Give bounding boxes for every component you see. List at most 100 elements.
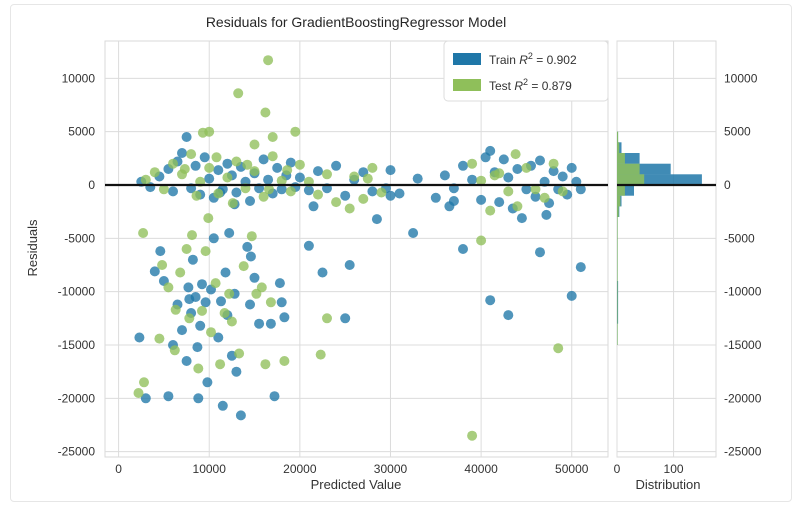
test-point — [168, 158, 178, 169]
histogram-grid — [616, 40, 717, 458]
test-point — [358, 193, 369, 204]
test-hist-bar — [617, 185, 625, 196]
test-point — [186, 149, 197, 160]
train-point — [566, 290, 577, 301]
legend-train-swatch — [453, 53, 481, 65]
test-point — [267, 151, 278, 162]
train-point — [485, 295, 496, 306]
train-point — [242, 241, 253, 252]
train-point — [458, 160, 468, 171]
train-hist-bar — [617, 185, 634, 196]
test-point — [140, 174, 151, 185]
test-point — [133, 388, 144, 398]
hist-x-tick-label: 100 — [664, 462, 684, 476]
train-point — [249, 272, 260, 283]
train-point — [516, 213, 527, 224]
hist-y-tick-label: 10000 — [724, 71, 758, 85]
test-point — [219, 308, 230, 318]
train-point — [566, 162, 577, 173]
test-point — [256, 282, 267, 293]
test-point — [242, 159, 253, 170]
test-point — [322, 169, 332, 180]
test-point — [512, 201, 523, 212]
train-point — [168, 186, 178, 197]
tick-labels: 0 10000 20000 30000 40000 50000-25000 -25000-2… — [58, 71, 762, 476]
train-point — [224, 228, 235, 238]
train-hist-bar — [617, 163, 671, 175]
train-point — [235, 410, 246, 421]
hist-y-tick-label: -15000 — [724, 338, 762, 352]
test-point — [169, 345, 180, 356]
train-point — [367, 186, 378, 197]
train-point — [272, 162, 283, 173]
test-point — [349, 171, 360, 182]
hist-y-tick-label: -25000 — [724, 445, 762, 459]
train-point — [231, 187, 242, 198]
y-tick-label: -5000 — [64, 231, 95, 245]
test-hist-bar — [617, 302, 618, 313]
train-point — [535, 247, 545, 258]
test-point — [485, 205, 496, 216]
train-point — [503, 310, 514, 321]
train-point — [177, 148, 187, 158]
test-point — [158, 184, 169, 195]
test-point — [222, 172, 233, 183]
train-point — [535, 155, 545, 166]
x-tick-label: 10000 — [193, 462, 227, 476]
train-point — [155, 246, 166, 257]
hist-y-tick-label: -20000 — [724, 391, 762, 405]
train-point — [195, 320, 206, 331]
test-point — [181, 244, 192, 254]
test-point — [553, 343, 564, 354]
test-point — [265, 297, 276, 308]
train-point — [331, 160, 342, 171]
train-point — [521, 184, 532, 195]
test-point — [224, 288, 235, 299]
train-point — [202, 377, 213, 388]
test-hist-bar — [617, 142, 620, 153]
train-point — [193, 393, 204, 404]
test-point — [539, 192, 550, 203]
train-point — [184, 294, 195, 305]
train-point — [213, 332, 224, 343]
test-point — [193, 363, 204, 374]
x-tick-label: 30000 — [374, 462, 408, 476]
train-point — [575, 262, 586, 273]
train-point — [439, 170, 450, 181]
train-point — [371, 214, 382, 225]
train-point — [385, 190, 396, 201]
train-point — [192, 342, 203, 353]
y-axis-label: Residuals — [25, 219, 40, 277]
train-point — [412, 173, 423, 184]
train-point — [317, 267, 328, 278]
test-point — [234, 348, 245, 359]
test-hist-bar — [617, 281, 618, 292]
train-point — [213, 165, 224, 176]
y-tick-label: 10000 — [62, 71, 96, 85]
train-point — [183, 282, 194, 293]
train-point — [199, 152, 210, 163]
train-point — [498, 154, 509, 165]
histogram-frame — [616, 40, 717, 458]
test-point — [211, 152, 222, 163]
y-tick-label: 0 — [88, 178, 95, 192]
plot-frame — [104, 40, 609, 458]
train-point — [190, 160, 201, 171]
test-point — [279, 356, 290, 366]
y-tick-label: -15000 — [58, 338, 96, 352]
train-point — [512, 164, 523, 174]
test-point — [197, 127, 208, 138]
test-point — [215, 359, 226, 370]
train-point — [575, 184, 586, 195]
test-point — [367, 162, 378, 173]
test-point — [331, 197, 342, 208]
test-point — [210, 278, 221, 289]
test-point — [510, 149, 521, 160]
train-point — [269, 391, 280, 402]
test-point — [260, 107, 271, 118]
test-point — [313, 189, 323, 200]
train-point — [394, 188, 405, 199]
train-point — [385, 165, 396, 176]
train-point — [134, 332, 145, 343]
test-point — [175, 267, 186, 278]
